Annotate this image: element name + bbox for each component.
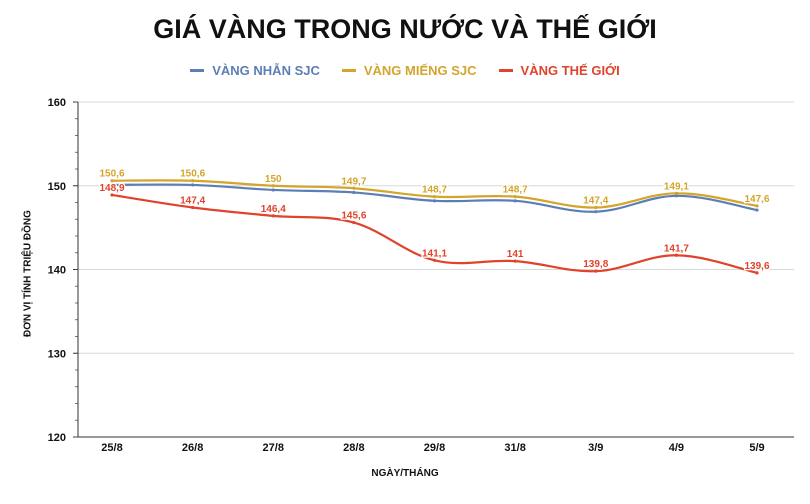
series-vang-the-gioi-data-label-3/9: 139,8 (583, 259, 608, 270)
x-tick-label-4/9: 4/9 (669, 442, 684, 454)
series-vang-nhan-point-29/8 (432, 199, 437, 203)
series-vang-the-gioi-data-label-27/8: 146,4 (261, 204, 286, 215)
x-tick-label-3/9: 3/9 (588, 442, 603, 454)
series-vang-nhan-point-25/8 (110, 183, 114, 187)
legend-label-vang-mieng: VÀNG MIẾNG SJC (363, 63, 477, 78)
series-vang-nhan-point-5/9 (755, 208, 759, 212)
x-tick-label-28/8: 28/8 (343, 442, 364, 454)
legend-label-vang-nhan: VÀNG NHẪN SJC (212, 63, 320, 78)
series-vang-nhan-point-31/8 (513, 199, 517, 203)
legend-item-vang-mieng: VÀNG MIẾNG SJC (341, 63, 477, 78)
x-tick-label-25/8: 25/8 (101, 442, 122, 454)
series-vang-the-gioi-point-27/8 (271, 214, 275, 218)
y-tick-label-160: 160 (48, 97, 66, 109)
legend-swatch-vang-nhan (190, 69, 205, 72)
series-vang-mieng-data-label-3/9: 147,4 (583, 196, 608, 207)
series-vang-the-gioi-data-label-5/9: 139,6 (744, 261, 769, 272)
series-vang-the-gioi-point-31/8 (513, 259, 517, 263)
series-vang-the-gioi-point-26/8 (191, 205, 195, 210)
series-vang-the-gioi-point-29/8 (432, 258, 437, 262)
series-vang-nhan-point-27/8 (271, 188, 275, 192)
legend-swatch-vang-the-gioi (498, 69, 513, 72)
x-tick-label-5/9: 5/9 (749, 442, 764, 454)
legend-item-vang-the-gioi: VÀNG THẾ GIỚI (498, 63, 620, 78)
series-vang-mieng-point-31/8 (513, 195, 517, 199)
x-tick-label-26/8: 26/8 (182, 442, 203, 454)
series-vang-the-gioi-data-label-4/9: 141,7 (664, 243, 689, 254)
series-vang-the-gioi-point-28/8 (352, 221, 356, 225)
y-tick-label-130: 130 (48, 348, 66, 360)
x-tick-label-27/8: 27/8 (263, 442, 284, 454)
series-vang-mieng-point-28/8 (352, 186, 356, 190)
series-vang-mieng-point-3/9 (594, 205, 598, 210)
series-vang-the-gioi-data-label-29/8: 141,1 (422, 248, 447, 259)
series-vang-the-gioi-data-label-31/8: 141 (507, 249, 524, 260)
series-vang-the-gioi-point-25/8 (110, 193, 114, 197)
legend-label-vang-the-gioi: VÀNG THẾ GIỚI (520, 63, 620, 78)
legend-item-vang-nhan: VÀNG NHẪN SJC (190, 63, 320, 78)
series-vang-mieng-data-label-26/8: 150,6 (180, 169, 205, 180)
legend: VÀNG NHẪN SJC VÀNG MIẾNG SJC VÀNG THẾ GI… (0, 63, 810, 78)
series-vang-mieng-point-27/8 (271, 184, 275, 188)
series-vang-nhan-point-26/8 (191, 183, 195, 187)
series-vang-the-gioi-point-4/9 (674, 253, 678, 257)
series-vang-mieng-point-5/9 (755, 204, 759, 208)
y-tick-label-150: 150 (48, 181, 66, 193)
chart-title: GIÁ VÀNG TRONG NƯỚC VÀ THẾ GIỚI (153, 14, 657, 44)
series-vang-mieng-data-label-29/8: 148,7 (422, 185, 447, 196)
series-vang-mieng-data-label-28/8: 149,7 (341, 176, 366, 187)
series-vang-mieng-data-label-25/8: 150,6 (99, 169, 124, 180)
series-vang-mieng-point-26/8 (191, 179, 195, 183)
series-vang-mieng-data-label-27/8: 150 (265, 174, 282, 185)
series-vang-the-gioi-data-label-25/8: 148,9 (99, 183, 124, 194)
series-vang-the-gioi-point-3/9 (594, 269, 598, 273)
y-tick-label-140: 140 (48, 265, 66, 277)
series-vang-mieng-point-25/8 (110, 179, 114, 183)
y-tick-label-120: 120 (48, 432, 66, 444)
series-vang-mieng-data-label-5/9: 147,6 (744, 194, 769, 205)
x-axis-label: NGÀY/THÁNG (371, 468, 439, 479)
series-vang-mieng-point-29/8 (432, 195, 437, 199)
series-vang-the-gioi-data-label-26/8: 147,4 (180, 196, 205, 207)
series-vang-the-gioi-data-label-28/8: 145,6 (341, 211, 366, 222)
series-vang-nhan-point-4/9 (674, 194, 678, 198)
x-tick-label-29/8: 29/8 (424, 442, 445, 454)
series-vang-mieng-point-4/9 (674, 191, 678, 195)
series-vang-the-gioi-point-5/9 (755, 271, 759, 275)
legend-swatch-vang-mieng (341, 69, 356, 72)
series-vang-mieng-data-label-31/8: 148,7 (503, 185, 528, 196)
series-vang-nhan-point-3/9 (594, 210, 598, 214)
x-tick-label-31/8: 31/8 (504, 442, 525, 454)
series-vang-mieng-data-label-4/9: 149,1 (664, 181, 689, 192)
series-vang-nhan-point-28/8 (352, 190, 356, 195)
